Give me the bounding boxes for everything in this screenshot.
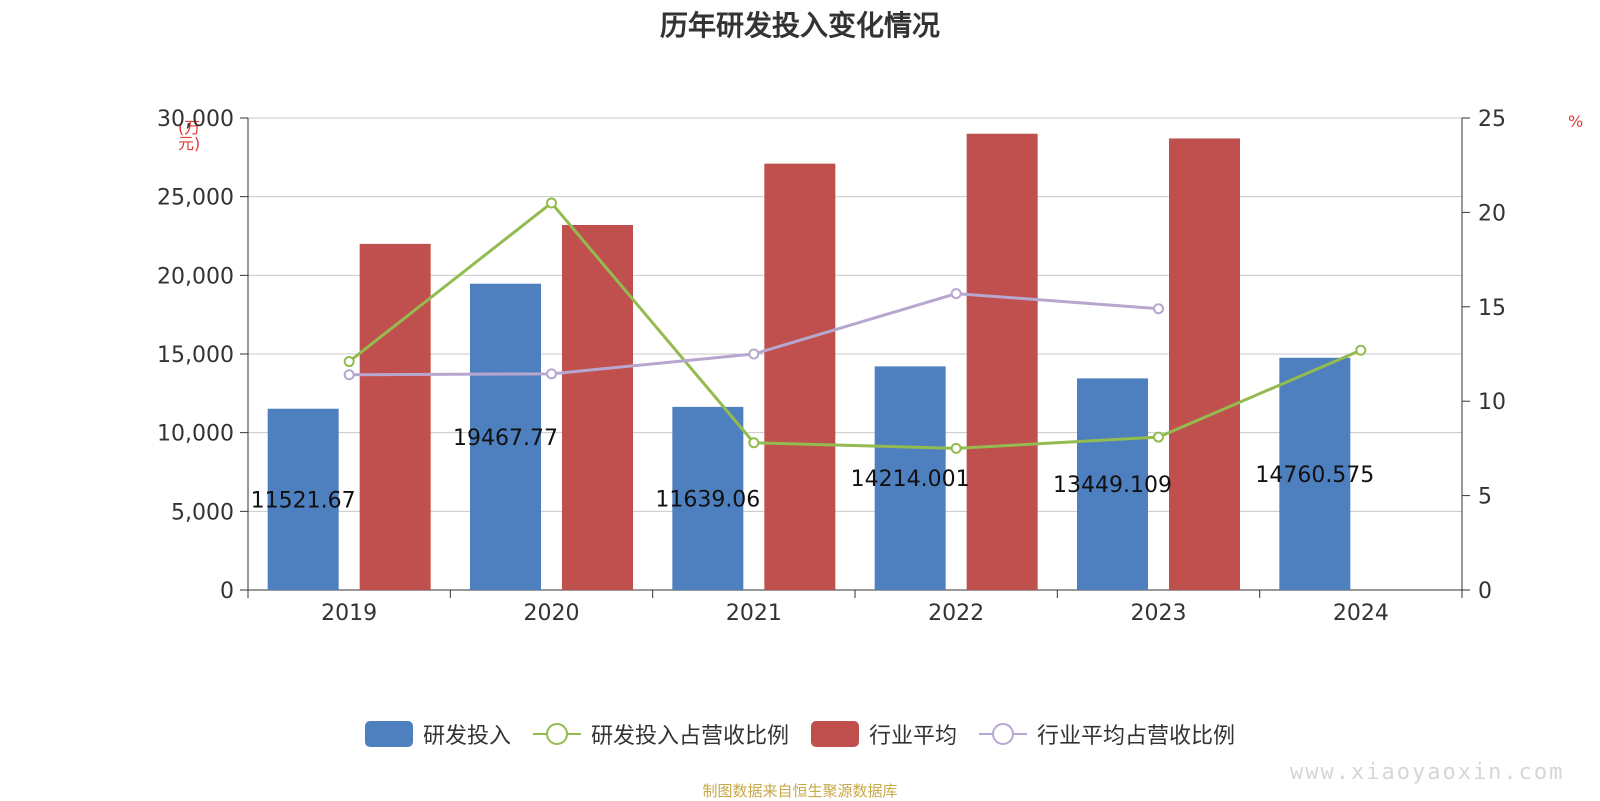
point-rd-ratio bbox=[546, 197, 557, 209]
point-rd-ratio bbox=[343, 356, 355, 368]
x-tick-label: 2019 bbox=[321, 601, 377, 626]
legend-item-industry-ratio[interactable]: 行业平均占营收比例 bbox=[979, 718, 1235, 750]
point-industry-ratio bbox=[748, 348, 760, 360]
point-industry-ratio bbox=[1153, 303, 1164, 315]
point-industry-ratio bbox=[343, 369, 355, 381]
legend-swatch-industry-ratio bbox=[979, 721, 1028, 747]
y-left-tick-label: 15,000 bbox=[157, 343, 234, 368]
chart-title: 历年研发投入变化情况 bbox=[659, 9, 940, 42]
line-rd-ratio bbox=[348, 201, 1362, 450]
data-label-rd-investment: 13449.109 bbox=[1053, 473, 1172, 498]
x-tick-label: 2020 bbox=[524, 601, 580, 626]
watermark: www.xiaoyaoxin.com bbox=[1290, 760, 1565, 785]
bar-industry-average bbox=[966, 133, 1038, 590]
y-right-tick-label: 10 bbox=[1478, 390, 1506, 415]
data-label-rd-investment: 11639.06 bbox=[655, 487, 760, 512]
point-rd-ratio bbox=[950, 442, 962, 454]
data-label-rd-investment: 19467.77 bbox=[453, 426, 558, 451]
bar-rd-investment bbox=[672, 406, 744, 590]
bar-rd-investment bbox=[1279, 357, 1351, 590]
point-industry-ratio bbox=[950, 288, 962, 300]
point-industry-ratio bbox=[546, 368, 557, 380]
y-left-tick-label: 0 bbox=[220, 579, 234, 604]
y-left-tick-label: 5,000 bbox=[171, 500, 234, 525]
y-right-tick-label: 20 bbox=[1478, 201, 1506, 226]
legend-item-industry-avg[interactable]: 行业平均 bbox=[811, 718, 957, 750]
point-rd-ratio bbox=[1355, 344, 1367, 356]
y-right-tick-label: 0 bbox=[1478, 579, 1492, 604]
x-tick-label: 2023 bbox=[1131, 601, 1187, 626]
legend-swatch-rd-ratio bbox=[532, 721, 581, 747]
data-label-rd-investment: 14760.575 bbox=[1255, 463, 1374, 488]
bar-rd-investment bbox=[1077, 378, 1148, 590]
y-axis-left-label: (万元) bbox=[178, 118, 201, 153]
legend-item-rd-ratio[interactable]: 研发投入占营收比例 bbox=[532, 718, 789, 750]
bar-rd-investment bbox=[267, 408, 339, 590]
legend: 研发投入 研发投入占营收比例 行业平均 行业平均占营收比例 bbox=[0, 718, 1600, 750]
y-right-tick-label: 15 bbox=[1478, 296, 1506, 321]
point-rd-ratio bbox=[1153, 431, 1164, 443]
bar-industry-average bbox=[1169, 138, 1240, 590]
bar-industry-average bbox=[359, 243, 431, 590]
y-right-tick-label: 5 bbox=[1478, 485, 1492, 510]
x-tick-label: 2024 bbox=[1333, 601, 1389, 626]
legend-label-rd-ratio: 研发投入占营收比例 bbox=[590, 724, 789, 749]
legend-label-industry-avg: 行业平均 bbox=[869, 724, 958, 749]
y-left-tick-label: 10,000 bbox=[157, 422, 234, 447]
x-tick-label: 2022 bbox=[928, 601, 984, 626]
point-rd-ratio bbox=[748, 437, 760, 449]
legend-swatch-rd-investment bbox=[364, 721, 413, 747]
data-label-rd-investment: 14214.001 bbox=[851, 467, 970, 492]
bar-rd-investment bbox=[470, 283, 541, 590]
bar-rd-investment bbox=[874, 366, 946, 590]
data-label-rd-investment: 11521.67 bbox=[251, 488, 356, 513]
y-axis-right-label: % bbox=[1568, 112, 1584, 131]
data-source-note: 制图数据来自恒生聚源数据库 bbox=[702, 782, 898, 800]
y-left-tick-label: 20,000 bbox=[157, 264, 234, 289]
legend-item-rd-investment[interactable]: 研发投入 bbox=[364, 718, 511, 750]
legend-label-rd-investment: 研发投入 bbox=[422, 724, 511, 749]
bar-industry-average bbox=[764, 163, 836, 591]
bar-industry-average bbox=[562, 224, 633, 590]
y-right-tick-label: 25 bbox=[1478, 107, 1506, 132]
x-tick-label: 2021 bbox=[726, 601, 782, 626]
legend-label-industry-ratio: 行业平均占营收比例 bbox=[1037, 724, 1236, 749]
legend-swatch-industry-avg bbox=[811, 721, 859, 747]
y-left-tick-label: 25,000 bbox=[157, 186, 234, 211]
y-left-tick-label: 30,000 bbox=[157, 107, 234, 132]
